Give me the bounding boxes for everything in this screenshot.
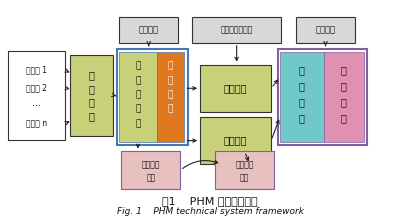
Text: 故障预测: 故障预测 xyxy=(224,136,247,146)
Text: 理: 理 xyxy=(135,119,141,128)
Text: 健: 健 xyxy=(341,65,347,75)
Text: Fig. 1    PHM technical system framework: Fig. 1 PHM technical system framework xyxy=(116,207,304,216)
Text: 数据融合: 数据融合 xyxy=(139,26,159,35)
Text: 数据: 数据 xyxy=(146,173,155,182)
Text: 据: 据 xyxy=(135,76,141,85)
Text: 征: 征 xyxy=(168,76,173,85)
Text: 图1    PHM 技术系统框架: 图1 PHM 技术系统框架 xyxy=(162,196,258,206)
Text: 态: 态 xyxy=(89,84,94,94)
Text: 历史监测: 历史监测 xyxy=(142,160,160,169)
Text: 预: 预 xyxy=(135,90,141,99)
Bar xyxy=(278,49,367,145)
Bar xyxy=(119,52,157,142)
Text: 故障诊断: 故障诊断 xyxy=(224,83,247,93)
Text: 康: 康 xyxy=(341,81,347,91)
Text: ···: ··· xyxy=(32,101,41,111)
Bar xyxy=(117,49,188,145)
Text: 监: 监 xyxy=(89,97,94,108)
Text: 决: 决 xyxy=(299,97,305,107)
Text: 传感器 2: 传感器 2 xyxy=(26,84,47,93)
Text: 提: 提 xyxy=(168,90,173,99)
Text: 处: 处 xyxy=(135,105,141,114)
Text: 管: 管 xyxy=(341,97,347,107)
Text: 传感器 n: 传感器 n xyxy=(26,119,47,128)
Text: 测: 测 xyxy=(89,111,94,121)
Bar xyxy=(70,55,113,136)
Text: 状: 状 xyxy=(89,70,94,80)
Text: 取: 取 xyxy=(168,105,173,114)
Text: 历史统计: 历史统计 xyxy=(235,160,254,169)
Text: 数: 数 xyxy=(135,62,141,71)
Text: 特: 特 xyxy=(168,62,173,71)
Text: 保: 保 xyxy=(299,65,305,75)
Bar xyxy=(200,117,271,164)
Bar xyxy=(8,51,65,140)
Text: 数据: 数据 xyxy=(240,173,249,182)
Text: 策: 策 xyxy=(299,113,305,123)
Text: 设备参数、模型: 设备参数、模型 xyxy=(220,26,253,35)
Bar xyxy=(157,52,184,142)
Bar xyxy=(200,65,271,112)
Bar xyxy=(215,151,274,189)
Text: 数据融合: 数据融合 xyxy=(315,26,336,35)
Bar xyxy=(192,17,281,43)
Bar xyxy=(119,17,178,43)
Text: 理: 理 xyxy=(341,113,347,123)
Text: 传感器 1: 传感器 1 xyxy=(26,66,47,75)
Bar xyxy=(280,52,323,142)
Bar xyxy=(323,52,364,142)
Bar xyxy=(296,17,355,43)
Text: 障: 障 xyxy=(299,81,305,91)
Bar xyxy=(121,151,180,189)
